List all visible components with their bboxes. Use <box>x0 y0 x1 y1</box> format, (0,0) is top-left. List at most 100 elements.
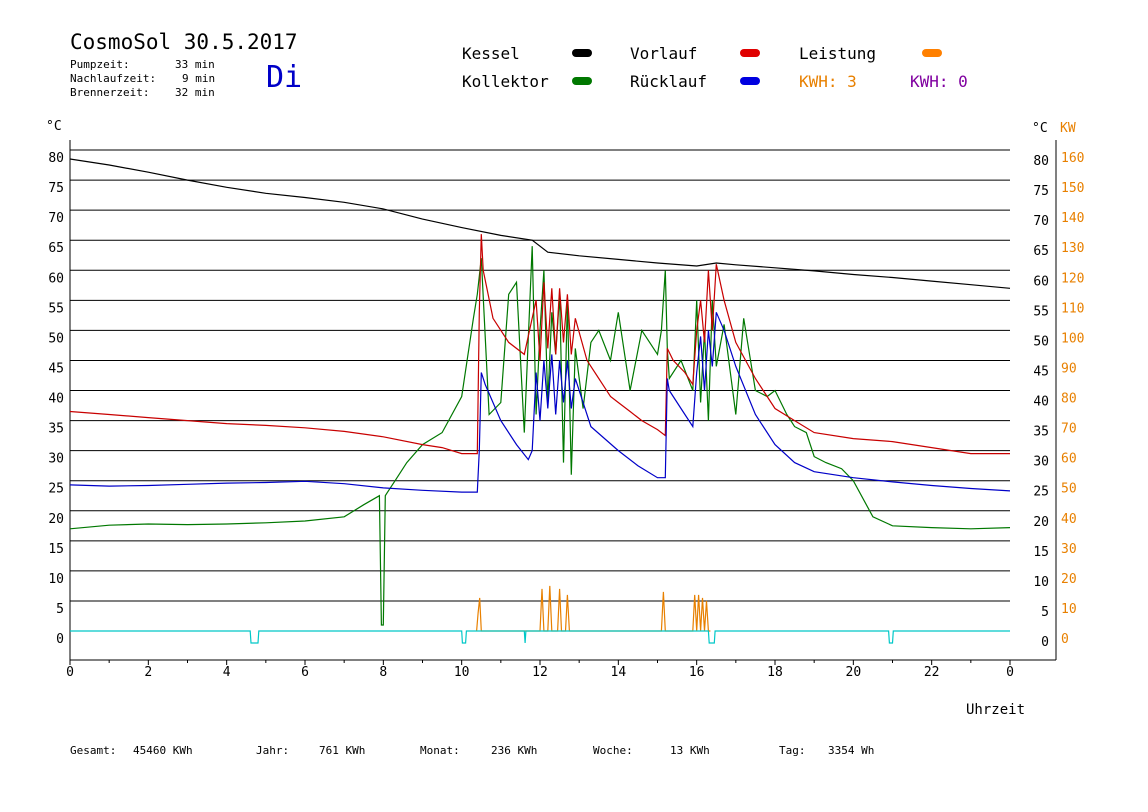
x-tick-6: 12 <box>532 665 548 680</box>
y2-tick-60: 60 <box>1061 452 1077 467</box>
y-tick-right-45: 45 <box>1033 364 1049 379</box>
y-tick-right-25: 25 <box>1033 485 1049 500</box>
y-tick-right-15: 15 <box>1033 545 1049 560</box>
y-tick-left-35: 35 <box>48 422 64 437</box>
y2-tick-30: 30 <box>1061 542 1077 557</box>
y2-tick-110: 110 <box>1061 301 1084 316</box>
y-tick-left-55: 55 <box>48 301 64 316</box>
series-ruecklauf <box>69 312 1011 493</box>
y-tick-left-50: 50 <box>48 331 64 346</box>
y-tick-left-15: 15 <box>48 542 64 557</box>
y2-tick-120: 120 <box>1061 271 1084 286</box>
y-tick-left-40: 40 <box>48 392 64 407</box>
legend-kollektor-swatch <box>572 77 592 85</box>
y-tick-left-0: 0 <box>56 632 64 647</box>
y-tick-left-65: 65 <box>48 241 64 256</box>
y-tick-left-30: 30 <box>48 452 64 467</box>
legend-kollektor-label: Kollektor <box>462 72 549 91</box>
legend-kessel-swatch <box>572 49 592 57</box>
y-tick-right-80: 80 <box>1033 154 1049 169</box>
y-tick-right-75: 75 <box>1033 184 1049 199</box>
legend-kessel-label: Kessel <box>462 44 520 63</box>
y-axis-left-unit: °C <box>46 119 62 134</box>
footer-woche-value: 13 KWh <box>670 744 710 757</box>
footer-jahr-label: Jahr: <box>256 744 290 757</box>
legend-kwh-orange: KWH: 3 <box>799 72 857 91</box>
stat-brennerzeit-value: 32 min <box>175 86 215 99</box>
y-tick-right-70: 70 <box>1033 214 1049 229</box>
x-tick-5: 10 <box>454 665 470 680</box>
series-vorlauf <box>69 234 1010 455</box>
legend-vorlauf-label: Vorlauf <box>630 44 698 63</box>
y2-tick-160: 160 <box>1061 151 1084 166</box>
y-tick-right-55: 55 <box>1033 304 1049 319</box>
y2-tick-40: 40 <box>1061 512 1077 527</box>
y-tick-right-50: 50 <box>1033 334 1049 349</box>
stat-pumpzeit-value: 33 min <box>175 58 215 71</box>
y-tick-left-5: 5 <box>56 602 64 617</box>
legend-ruecklauf-swatch <box>740 77 760 85</box>
x-tick-2: 4 <box>223 665 231 680</box>
y-tick-right-60: 60 <box>1033 274 1049 289</box>
legend-kwh-purple: KWH: 0 <box>910 72 968 91</box>
y2-tick-150: 150 <box>1061 181 1084 196</box>
series-kollektor <box>69 246 1011 626</box>
footer-gesamt-label: Gesamt: <box>70 744 117 757</box>
stat-nachlaufzeit-label: Nachlaufzeit: <box>70 72 157 85</box>
x-tick-12: 0 <box>1006 665 1014 680</box>
x-tick-9: 18 <box>767 665 783 680</box>
y-tick-right-35: 35 <box>1033 425 1049 440</box>
footer-gesamt-value: 45460 KWh <box>133 744 193 757</box>
y-tick-left-80: 80 <box>48 151 64 166</box>
legend-leistung-label: Leistung <box>799 44 877 63</box>
x-tick-7: 14 <box>611 665 627 680</box>
chart-title: CosmoSol 30.5.2017 <box>70 30 298 54</box>
y-tick-right-20: 20 <box>1033 515 1049 530</box>
weekday-label: Di <box>266 60 303 95</box>
y-tick-left-45: 45 <box>48 361 64 376</box>
y-tick-left-20: 20 <box>48 512 64 527</box>
legend-ruecklauf-label: Rücklauf <box>630 72 708 91</box>
y-tick-right-30: 30 <box>1033 455 1049 470</box>
x-tick-3: 6 <box>301 665 309 680</box>
x-tick-11: 22 <box>924 665 940 680</box>
series-kessel <box>69 158 1011 289</box>
y-tick-left-75: 75 <box>48 181 64 196</box>
y2-tick-90: 90 <box>1061 361 1077 376</box>
x-tick-10: 20 <box>846 665 862 680</box>
y-axis-right-unit: °C <box>1032 121 1048 136</box>
footer-monat-value: 236 KWh <box>491 744 538 757</box>
y2-tick-50: 50 <box>1061 482 1077 497</box>
y2-tick-130: 130 <box>1061 241 1084 256</box>
footer-tag-label: Tag: <box>779 744 806 757</box>
footer-woche-label: Woche: <box>593 744 633 757</box>
series-leistung <box>476 585 711 632</box>
y2-tick-140: 140 <box>1061 211 1084 226</box>
y-tick-right-5: 5 <box>1041 605 1049 620</box>
footer-jahr-value: 761 KWh <box>319 744 366 757</box>
y2-tick-10: 10 <box>1061 602 1077 617</box>
x-tick-0: 0 <box>66 665 74 680</box>
y2-tick-20: 20 <box>1061 572 1077 587</box>
footer-monat-label: Monat: <box>420 744 460 757</box>
y-tick-left-70: 70 <box>48 211 64 226</box>
y-tick-left-60: 60 <box>48 271 64 286</box>
y-tick-left-10: 10 <box>48 572 64 587</box>
y2-tick-80: 80 <box>1061 392 1077 407</box>
y-tick-right-40: 40 <box>1033 395 1049 410</box>
y2-axis-unit: KW <box>1060 121 1076 136</box>
y-tick-right-65: 65 <box>1033 244 1049 259</box>
x-tick-8: 16 <box>689 665 705 680</box>
stat-nachlaufzeit-value: 9 min <box>182 72 216 85</box>
y2-tick-70: 70 <box>1061 422 1077 437</box>
x-axis-label: Uhrzeit <box>966 702 1025 718</box>
stat-pumpzeit-label: Pumpzeit: <box>70 58 130 71</box>
y-tick-right-0: 0 <box>1041 635 1049 650</box>
y-tick-left-25: 25 <box>48 482 64 497</box>
y2-tick-0: 0 <box>1061 632 1069 647</box>
y-tick-right-10: 10 <box>1033 575 1049 590</box>
series-pumpe <box>70 630 1010 644</box>
x-tick-4: 8 <box>379 665 387 680</box>
footer-tag-value: 3354 Wh <box>828 744 875 757</box>
